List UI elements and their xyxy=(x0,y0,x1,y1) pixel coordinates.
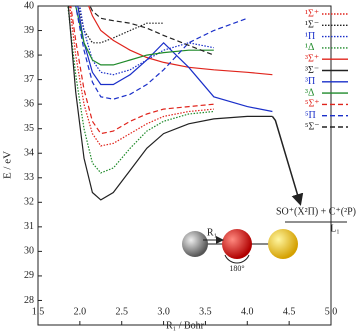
x-tick-label: 5.0 xyxy=(325,306,338,317)
legend-label: ⁵Π xyxy=(305,110,316,121)
curve xyxy=(77,6,273,113)
y-tick-label: 32 xyxy=(24,197,34,208)
plot-frame xyxy=(37,5,332,326)
curve xyxy=(77,6,164,44)
legend-label: ¹Σ⁻ xyxy=(305,20,319,31)
y-axis-label: E / eV xyxy=(2,151,14,179)
y-tick-label: 31 xyxy=(24,221,34,232)
y-tick-label: 29 xyxy=(24,270,34,281)
annotation: R₁ xyxy=(207,227,217,238)
curves xyxy=(67,6,273,201)
legend-label: ⁵Σ⁺ xyxy=(305,99,320,110)
annotation: 180° xyxy=(229,264,244,273)
annotation: L₁ xyxy=(330,223,340,234)
x-tick-label: 3.0 xyxy=(157,306,170,317)
curve xyxy=(75,6,214,66)
y-tick-label: 30 xyxy=(24,246,34,257)
legend-label: ¹Σ⁺ xyxy=(305,8,319,19)
y-tick-label: 39 xyxy=(24,25,34,36)
x-tick-label: 4.5 xyxy=(283,306,296,317)
y-tick-label: 35 xyxy=(24,123,34,134)
y-tick-label: 37 xyxy=(24,74,34,85)
y-tick-label: 34 xyxy=(24,148,34,159)
legend-label: ³Δ xyxy=(305,87,315,98)
x-tick-label: 2.5 xyxy=(115,306,128,317)
x-tick-label: 2.0 xyxy=(74,306,87,317)
y-tick-label: 36 xyxy=(24,98,34,109)
curve xyxy=(88,6,273,76)
curve xyxy=(67,6,214,174)
legend-label: ¹Π xyxy=(305,31,315,42)
y-tick-label: 33 xyxy=(24,172,34,183)
x-tick-label: 3.5 xyxy=(199,306,212,317)
x-tick-label: 1.5 xyxy=(32,306,45,317)
arrow xyxy=(271,115,304,206)
legend-label: ¹Δ xyxy=(305,42,315,53)
y-tick-label: 38 xyxy=(24,49,34,60)
legend-label: ³Π xyxy=(305,76,315,87)
curve xyxy=(69,6,214,147)
y-tick-label: 40 xyxy=(24,0,34,11)
annotation: SO⁺(X²Π) + C⁺(²P) xyxy=(276,206,356,217)
legend-label: ³Σ⁻ xyxy=(305,65,319,76)
x-tick-label: 4.0 xyxy=(241,306,254,317)
legend-label: ³Σ⁺ xyxy=(305,53,319,64)
x-axis-label: R₁ / Bohr xyxy=(166,320,205,331)
curve xyxy=(70,6,214,135)
curve xyxy=(67,6,273,201)
molecule xyxy=(182,229,298,264)
curve xyxy=(79,6,214,76)
y-tick-label: 28 xyxy=(24,295,34,306)
legend-label: ⁵Σ⁻ xyxy=(305,121,320,132)
